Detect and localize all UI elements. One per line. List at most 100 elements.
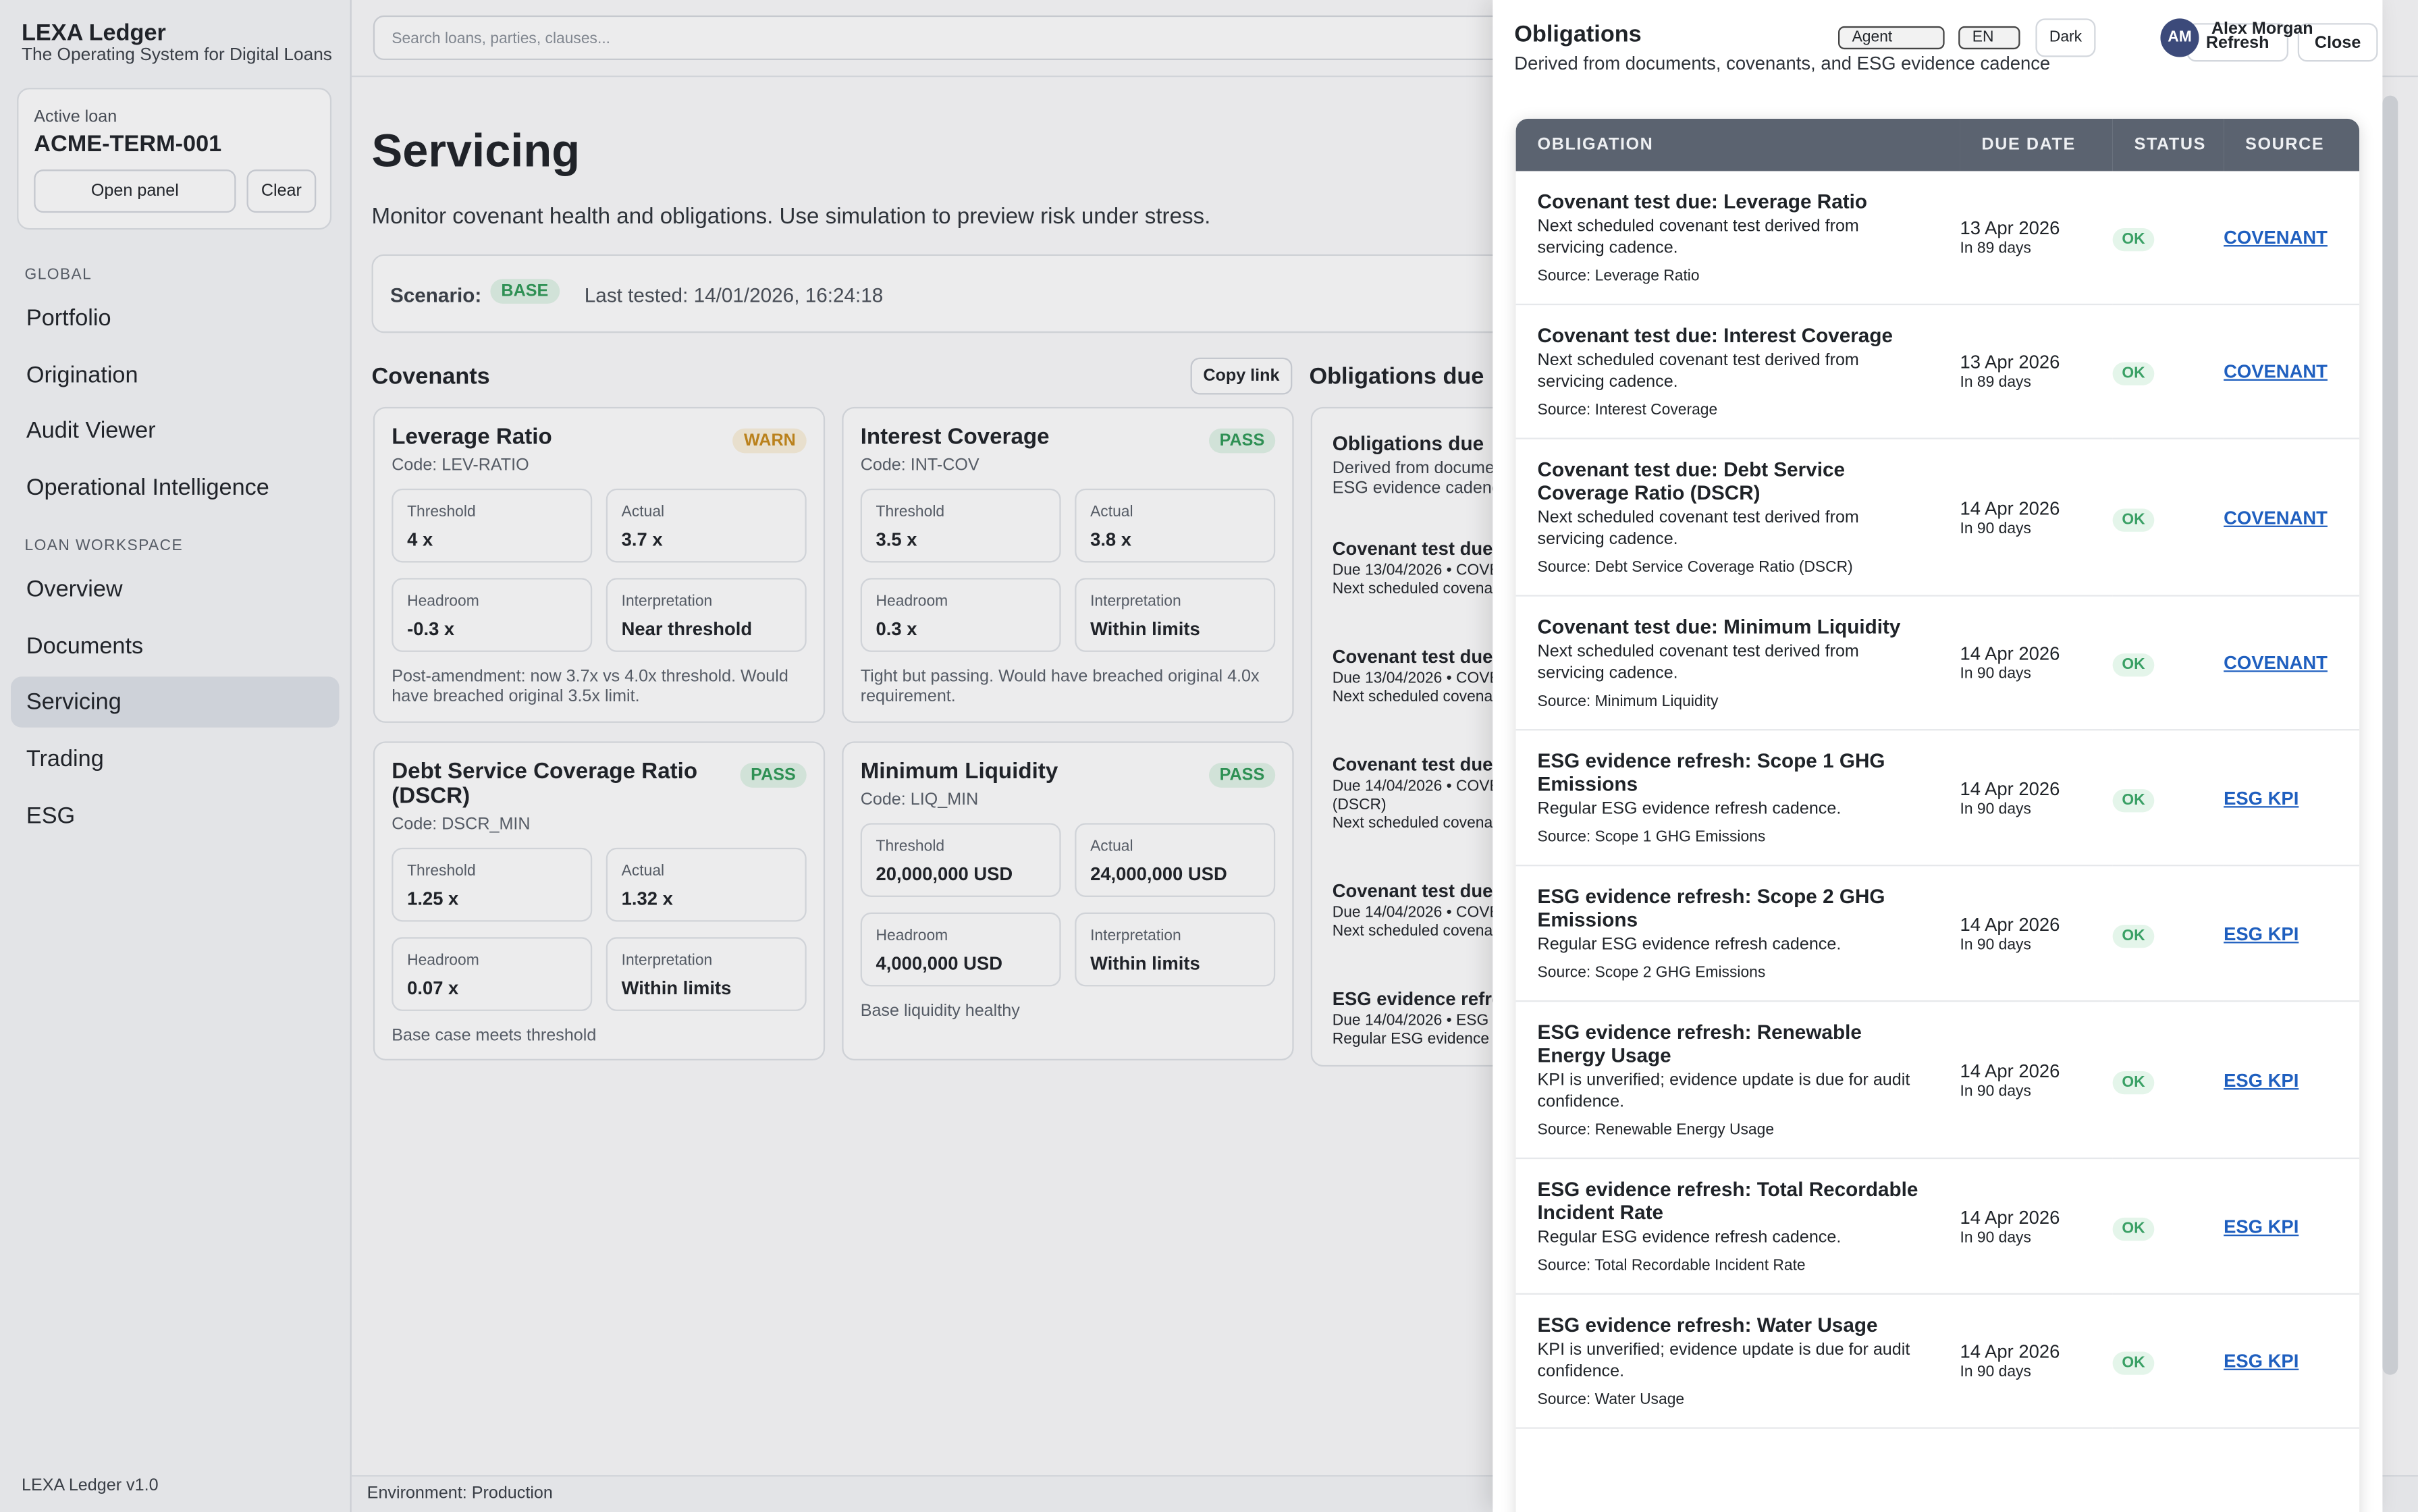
environment: Environment: Production xyxy=(367,1484,553,1503)
obligation-title: Covenant test due: Minimum Liquidity xyxy=(1537,615,1901,639)
obligation-description: Regular ESG evidence refresh cadence. xyxy=(1537,936,1842,954)
source-cell: COVENANT xyxy=(2224,595,2360,731)
source-link[interactable]: ESG KPI xyxy=(2224,1215,2299,1237)
obligation-row: ESG evidence refresh: Scope 1 GHG Emissi… xyxy=(1515,730,2360,867)
source-name: Renewable Energy Usage xyxy=(1594,1122,1775,1139)
obligation-cell: ESG evidence refresh: Scope 2 GHG Emissi… xyxy=(1515,865,1960,1002)
due-date: 14 Apr 2026 xyxy=(1960,913,2060,935)
metric-value: 3.8 x xyxy=(1090,529,1132,551)
obligation-description: Next scheduled covenant test derived fro… xyxy=(1537,508,1859,549)
status-badge: OK xyxy=(2112,1070,2155,1094)
metric-label: Interpretation xyxy=(1090,593,1181,611)
section-heading: Obligations due xyxy=(1309,363,1484,390)
nav-item[interactable]: Overview xyxy=(26,576,123,603)
obligation-cell: Covenant test due: Minimum Liquidity Next… xyxy=(1515,595,1960,731)
avatar: AM xyxy=(2160,18,2199,57)
source-label: Source: xyxy=(1537,402,1591,420)
refresh-button[interactable]: Refresh xyxy=(2186,23,2289,62)
source-link[interactable]: COVENANT xyxy=(2224,506,2328,529)
metric-box: Interpretation Near threshold xyxy=(606,578,807,652)
obligation-cell: ESG evidence refresh: Water Usage KPI is … xyxy=(1515,1293,1960,1429)
covenant-note: Base liquidity healthy xyxy=(860,1002,1020,1021)
source-link[interactable]: ESG KPI xyxy=(2224,1350,2299,1372)
source-link[interactable]: COVENANT xyxy=(2224,360,2328,383)
drawer: Obligations Derived from documents, coven… xyxy=(1493,0,2398,1512)
source-link[interactable]: ESG KPI xyxy=(2224,1069,2299,1091)
nav-item[interactable]: Operational Intelligence xyxy=(26,475,269,502)
obligation-source: Source: Debt Service Coverage Ratio (DSC… xyxy=(1538,560,1923,576)
language-select[interactable]: EN xyxy=(1958,26,2020,50)
search-input[interactable]: Search loans, parties, clauses... xyxy=(373,15,1574,61)
obligation-description: Regular ESG evidence refresh cadence. xyxy=(1537,800,1842,819)
obligation-cell: Covenant test due: Interest Coverage Next… xyxy=(1515,304,1960,439)
obligation-line: Regular ESG evidence ref xyxy=(1332,1031,1512,1048)
source-link[interactable]: COVENANT xyxy=(2224,651,2328,674)
metric-label: Actual xyxy=(621,504,665,521)
copy-link-button[interactable]: Copy link xyxy=(1190,357,1293,395)
sidebar: LEXA Ledger The Operating System for Digi… xyxy=(0,0,352,1512)
due-cell: 13 Apr 2026 In 89 days xyxy=(1960,171,2113,306)
source-cell: ESG KPI xyxy=(2224,1001,2360,1160)
obligation-title: Covenant test due: M xyxy=(1332,880,1520,902)
obligations-table-card: OBLIGATION DUE DATE STATUS SOURCE Covenant t… xyxy=(1515,118,2360,1512)
obligation-title: ESG evidence refresh xyxy=(1332,988,1524,1010)
status-cell: OK xyxy=(2112,1158,2224,1295)
scrollbar xyxy=(2382,95,2398,1375)
metric-box: Threshold 1.25 x xyxy=(392,847,593,922)
source-link[interactable]: ESG KPI xyxy=(2224,786,2299,809)
metric-label: Headroom xyxy=(407,593,479,611)
due-cell: 14 Apr 2026 In 90 days xyxy=(1960,1001,2113,1160)
nav-item[interactable]: Documents xyxy=(26,632,144,659)
obligation-line: Next scheduled covenant xyxy=(1332,815,1506,833)
covenant-note: Base case meets threshold xyxy=(392,1026,597,1046)
nav-item[interactable]: Trading xyxy=(26,746,104,773)
metric-box: Headroom 0.3 x xyxy=(860,578,1061,652)
covenant-code: Code: INT-COV xyxy=(860,456,979,475)
clear-button[interactable]: Clear xyxy=(246,169,317,213)
nav-item[interactable]: ESG xyxy=(26,803,76,830)
due-in: In 89 days xyxy=(1960,374,2031,392)
source-cell: ESG KPI xyxy=(2224,865,2360,1002)
obligation-title: Covenant test due: Interest Coverage xyxy=(1537,323,1893,347)
metric-box: Actual 24,000,000 USD xyxy=(1075,823,1276,897)
metric-box: Headroom 4,000,000 USD xyxy=(860,912,1061,987)
covenant-card: Minimum Liquidity PASS Code: LIQ_MIN Thresh… xyxy=(842,741,1294,1060)
column-header: OBLIGATION xyxy=(1515,118,1960,171)
theme-button[interactable]: Dark xyxy=(2035,18,2096,57)
metric-label: Actual xyxy=(621,863,665,880)
nav-item[interactable]: Origination xyxy=(26,361,138,388)
metric-value: 0.3 x xyxy=(876,618,917,640)
metric-box: Interpretation Within limits xyxy=(1075,578,1276,652)
status-cell: OK xyxy=(2112,171,2224,306)
metric-box: Threshold 20,000,000 USD xyxy=(860,823,1061,897)
covenant-code: Code: LEV-RATIO xyxy=(392,456,529,475)
due-date: 14 Apr 2026 xyxy=(1960,497,2060,519)
open-panel-button[interactable]: Open panel xyxy=(34,169,236,213)
status-cell: OK xyxy=(2112,730,2224,867)
covenant-card: Interest Coverage PASS Code: INT-COV Thresh… xyxy=(842,406,1294,723)
role-select[interactable]: Agent xyxy=(1838,26,1945,50)
source-cell: ESG KPI xyxy=(2224,730,2360,867)
nav-item[interactable]: Audit Viewer xyxy=(26,418,156,445)
metric-label: Headroom xyxy=(876,593,948,611)
metric-value: 20,000,000 USD xyxy=(876,863,1013,885)
obligation-title: Covenant test due: Debt Service Coverage… xyxy=(1537,458,1846,504)
source-label: Source: xyxy=(1537,829,1591,846)
due-date: 14 Apr 2026 xyxy=(1960,643,2060,665)
obligation-source: Source: Interest Coverage xyxy=(1538,402,1923,419)
source-link[interactable]: COVENANT xyxy=(2224,226,2328,248)
metric-value: 4,000,000 USD xyxy=(876,952,1003,975)
status-badge: OK xyxy=(2112,1351,2155,1375)
close-button[interactable]: Close xyxy=(2297,23,2378,62)
nav-item[interactable]: Servicing xyxy=(10,677,340,728)
metric-value: Within limits xyxy=(1090,618,1200,640)
obligation-row: Covenant test due: Minimum Liquidity Next… xyxy=(1515,595,2360,731)
nav-item[interactable]: Portfolio xyxy=(26,305,111,331)
due-in: In 90 days xyxy=(1960,1364,2031,1381)
due-cell: 14 Apr 2026 In 90 days xyxy=(1960,865,2113,1002)
obligation-line: Next scheduled covenant xyxy=(1332,580,1506,598)
source-link[interactable]: ESG KPI xyxy=(2224,922,2299,944)
metric-box: Actual 3.7 x xyxy=(606,488,807,563)
metric-box: Threshold 3.5 x xyxy=(860,488,1061,563)
